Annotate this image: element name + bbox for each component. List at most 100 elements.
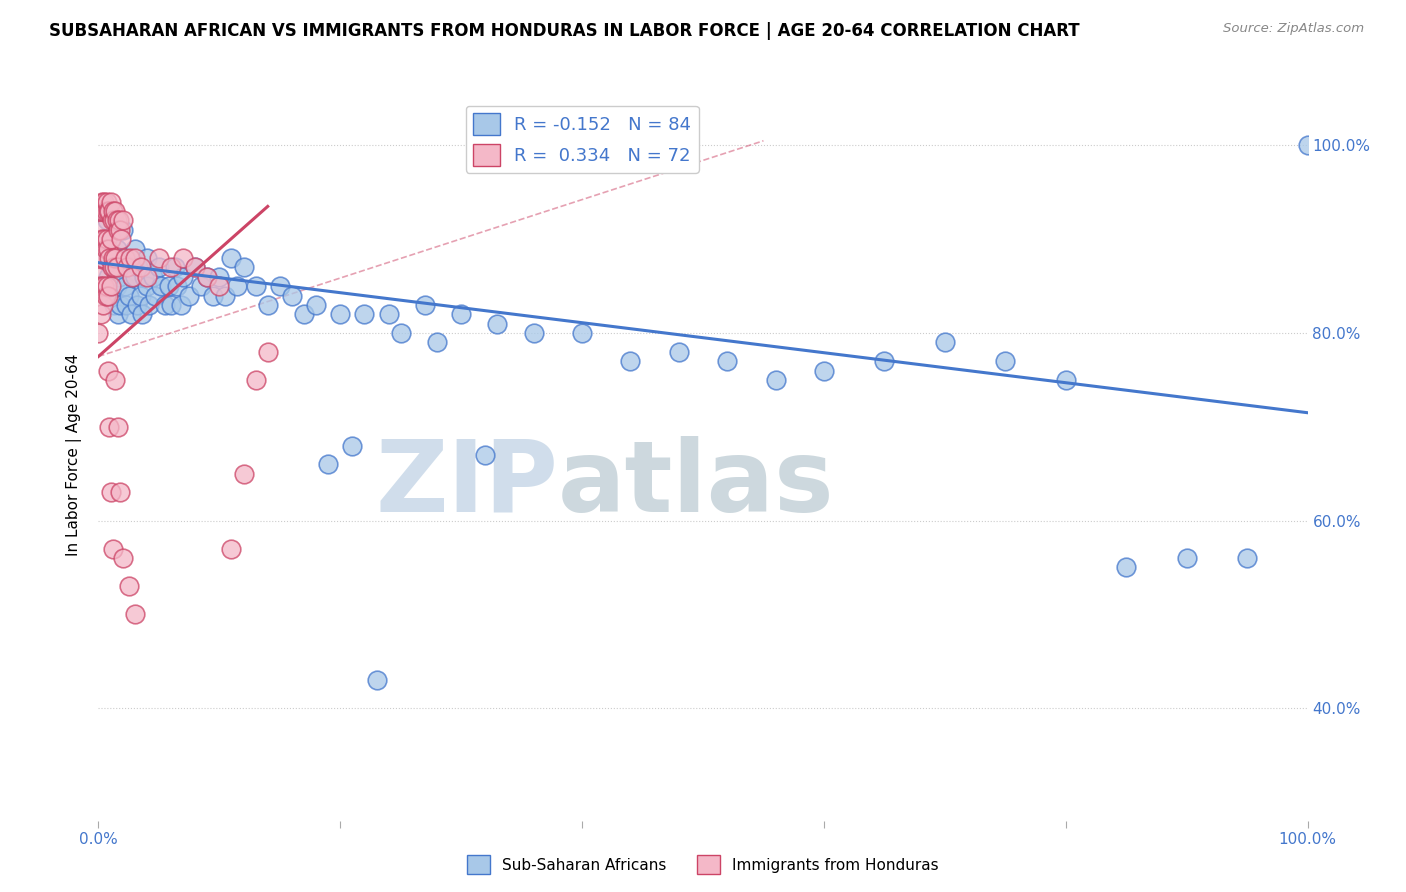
Point (450, 307, 472, 321)
Point (134, 269, 156, 284)
Point (97, 288, 120, 302)
Point (129, 288, 152, 302)
Point (107, 419, 129, 434)
Point (163, 260, 186, 275)
Point (523, 326, 546, 340)
Point (1175, 551, 1198, 566)
Point (98, 288, 121, 302)
Point (118, 260, 141, 275)
Point (190, 279, 212, 293)
Point (121, 269, 143, 284)
Point (107, 223, 129, 237)
Point (94, 204, 117, 219)
Point (93, 232, 115, 246)
Point (305, 298, 328, 312)
Point (108, 223, 131, 237)
Text: Source: ZipAtlas.com: Source: ZipAtlas.com (1223, 22, 1364, 36)
Point (118, 288, 141, 302)
Point (97, 204, 120, 219)
Legend: R = -0.152   N = 84, R =  0.334   N = 72: R = -0.152 N = 84, R = 0.334 N = 72 (465, 105, 699, 173)
Point (292, 307, 315, 321)
Point (426, 335, 449, 350)
Text: SUBSAHARAN AFRICAN VS IMMIGRANTS FROM HONDURAS IN LABOR FORCE | AGE 20-64 CORREL: SUBSAHARAN AFRICAN VS IMMIGRANTS FROM HO… (49, 22, 1080, 40)
Point (226, 279, 249, 293)
Point (90, 204, 112, 219)
Point (135, 251, 157, 265)
Point (256, 298, 278, 312)
Point (166, 279, 188, 293)
Point (108, 298, 131, 312)
Point (96, 194, 118, 209)
Point (94, 288, 117, 302)
Point (100, 194, 122, 209)
Point (269, 279, 291, 293)
Point (104, 373, 127, 387)
Point (124, 269, 146, 284)
Point (115, 298, 138, 312)
Point (111, 551, 134, 566)
Point (111, 213, 134, 227)
Point (232, 260, 254, 275)
Point (89, 279, 111, 293)
Point (127, 298, 149, 312)
Legend: Sub-Saharan Africans, Immigrants from Honduras: Sub-Saharan Africans, Immigrants from Ho… (461, 849, 945, 880)
Point (256, 344, 278, 359)
Point (135, 269, 157, 284)
Point (160, 298, 183, 312)
Point (135, 279, 157, 293)
Point (121, 269, 143, 284)
Point (245, 279, 267, 293)
Point (813, 363, 835, 377)
Point (873, 354, 896, 368)
Point (108, 269, 131, 284)
Point (87, 269, 110, 284)
Point (100, 485, 122, 500)
Point (96, 279, 118, 293)
Point (195, 269, 218, 284)
Point (97, 269, 120, 284)
Point (316, 458, 339, 472)
Point (101, 260, 124, 275)
Point (100, 213, 122, 227)
Point (202, 288, 225, 302)
Point (184, 260, 207, 275)
Text: ZIP: ZIP (375, 435, 558, 533)
Point (96, 232, 118, 246)
Point (1236, 551, 1258, 566)
Point (91, 298, 114, 312)
Point (138, 298, 160, 312)
Point (994, 354, 1017, 368)
Point (98, 419, 121, 434)
Point (142, 269, 165, 284)
Point (353, 307, 375, 321)
Point (934, 335, 956, 350)
Point (90, 251, 112, 265)
Point (131, 307, 153, 321)
Point (389, 326, 412, 340)
Point (486, 317, 509, 331)
Point (91, 251, 114, 265)
Point (93, 194, 115, 209)
Point (103, 260, 125, 275)
Point (214, 288, 236, 302)
Point (232, 467, 254, 481)
Point (765, 373, 787, 387)
Point (1054, 373, 1077, 387)
Point (108, 485, 131, 500)
Point (150, 279, 173, 293)
Point (195, 269, 218, 284)
Point (124, 251, 146, 265)
Point (172, 251, 194, 265)
Point (208, 269, 231, 284)
Point (108, 213, 131, 227)
Point (105, 242, 128, 256)
Point (118, 251, 141, 265)
Point (104, 204, 127, 219)
Point (97, 363, 120, 377)
Point (668, 344, 690, 359)
Point (143, 288, 166, 302)
Point (117, 260, 139, 275)
Point (148, 260, 170, 275)
Point (105, 279, 128, 293)
Point (103, 213, 125, 227)
